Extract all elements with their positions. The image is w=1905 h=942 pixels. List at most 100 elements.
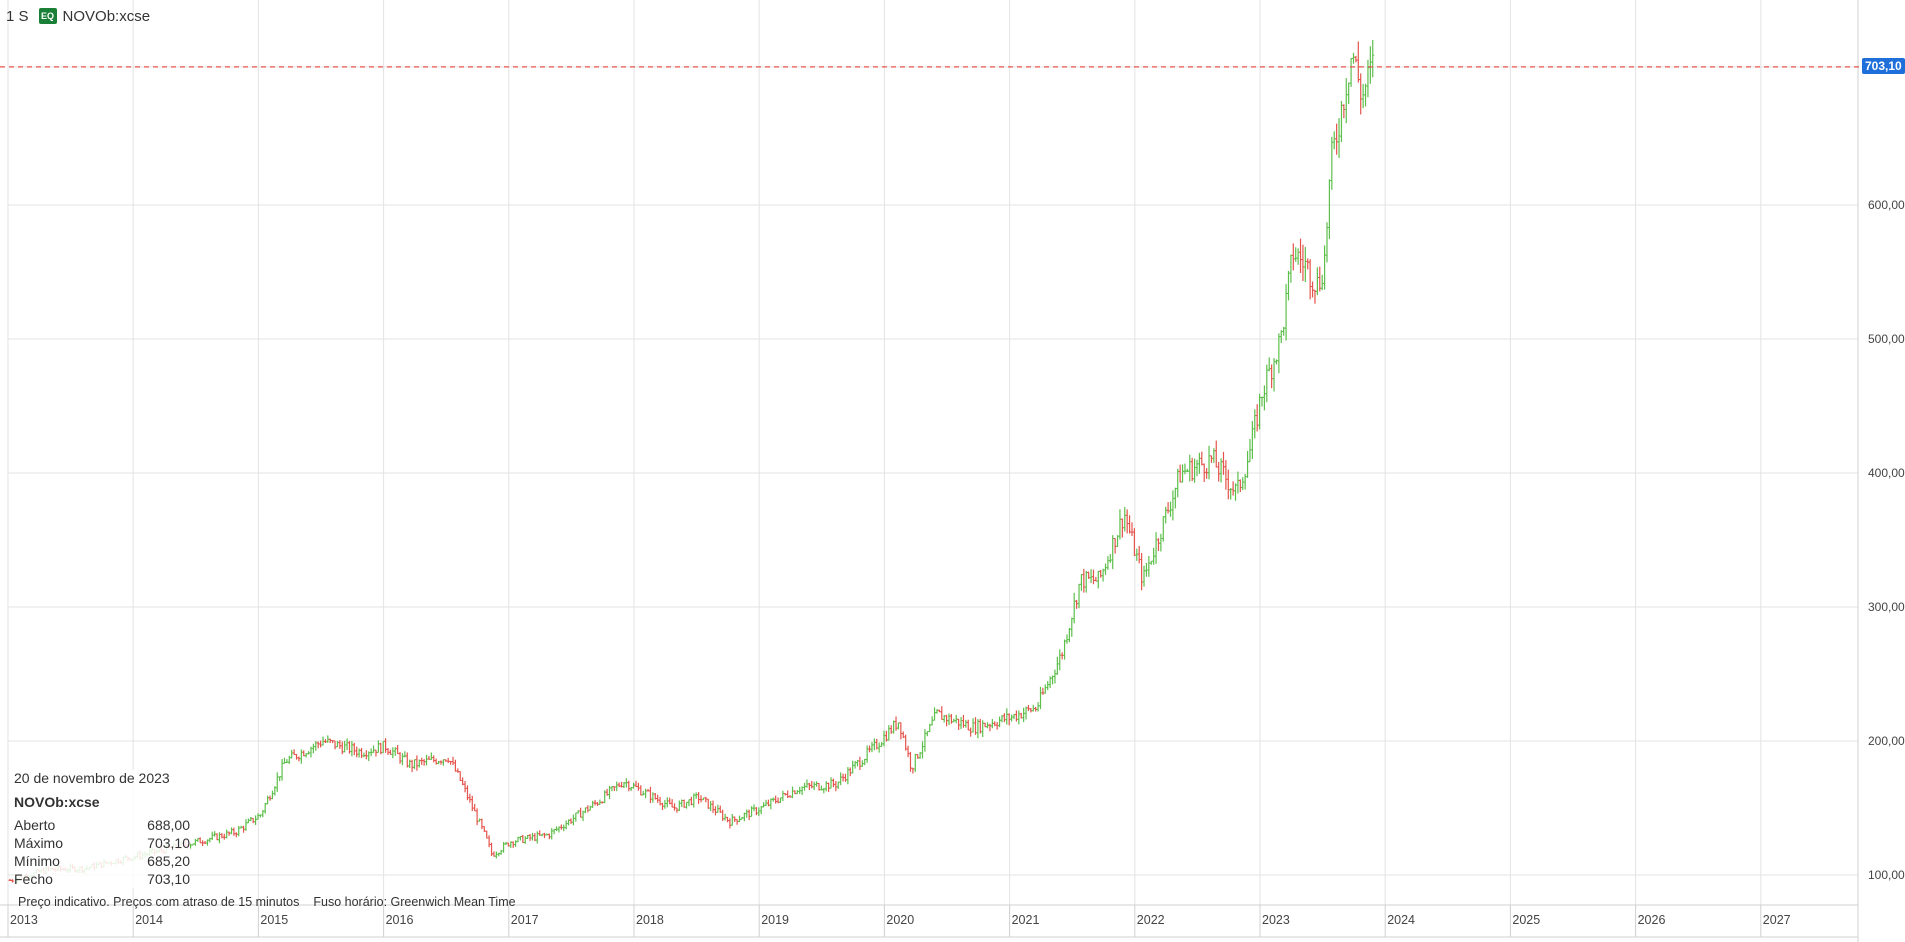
ohlc-bar xyxy=(432,755,436,763)
ohlc-bar xyxy=(530,832,534,841)
ohlc-bar xyxy=(1005,708,1009,725)
ohlc-bar xyxy=(1096,570,1100,589)
y-tick-label: 100,00 xyxy=(1868,868,1905,882)
ohlc-bar xyxy=(569,818,573,824)
ohlc-bar xyxy=(415,755,419,771)
ohlc-bar xyxy=(227,831,231,836)
label-open: Aberto xyxy=(14,817,56,833)
ohlc-bar xyxy=(1010,714,1014,722)
ohlc-bar xyxy=(1108,553,1112,563)
info-date: 20 de novembro de 2023 xyxy=(14,770,170,786)
ohlc-bar xyxy=(543,832,547,839)
ohlc-bar xyxy=(807,782,811,790)
ohlc-bar xyxy=(410,759,414,773)
interval-selector[interactable]: 1 S xyxy=(6,7,29,25)
ohlc-bar xyxy=(713,806,717,816)
ohlc-bar xyxy=(1038,686,1042,710)
ohlc-bar xyxy=(468,793,472,803)
ohlc-bar xyxy=(906,745,910,758)
ohlc-bar xyxy=(360,747,364,758)
ohlc-bar xyxy=(1024,706,1028,720)
x-tick-label: 2022 xyxy=(1137,913,1165,927)
ohlc-bar xyxy=(791,786,794,799)
ohlc-bar xyxy=(1229,488,1233,500)
ohlc-bar xyxy=(470,795,474,812)
ohlc-bar xyxy=(1347,82,1351,105)
ohlc-bar xyxy=(1234,483,1238,501)
ohlc-bar xyxy=(781,790,785,802)
ohlc-bar xyxy=(391,747,395,759)
value-high: 703,10 xyxy=(147,835,190,851)
ohlc-bar xyxy=(1036,702,1040,712)
ohlc-bar xyxy=(311,743,315,754)
ohlc-bar xyxy=(1339,100,1343,143)
x-tick-label: 2025 xyxy=(1512,913,1540,927)
ohlc-bar xyxy=(1149,560,1153,565)
x-tick-label: 2021 xyxy=(1012,913,1040,927)
ohlc-bar xyxy=(933,707,937,721)
ohlc-bar xyxy=(1190,457,1194,482)
ohlc-bar xyxy=(1022,707,1026,723)
ohlc-bar xyxy=(812,781,816,791)
ohlc-bar xyxy=(396,745,400,755)
ohlc-bar xyxy=(295,753,299,760)
ohlc-bar xyxy=(386,747,390,755)
y-tick-label: 400,00 xyxy=(1868,466,1905,480)
ohlc-bar xyxy=(1046,681,1050,691)
ohlc-bar xyxy=(824,781,828,792)
y-tick-label: 200,00 xyxy=(1868,734,1905,748)
ohlc-bar xyxy=(699,795,703,803)
ohlc-bar xyxy=(1173,487,1177,509)
ohlc-bar xyxy=(1125,509,1129,534)
ohlc-bar xyxy=(940,706,944,720)
ohlc-bar xyxy=(1364,83,1368,107)
info-row-open: Aberto 688,00 xyxy=(14,816,190,834)
ohlc-bar xyxy=(473,804,477,812)
ohlc-bar xyxy=(778,797,782,803)
x-tick-label: 2018 xyxy=(636,913,664,927)
ohlc-bar xyxy=(709,801,713,812)
ohlc-bar xyxy=(882,730,886,747)
ohlc-bar xyxy=(290,749,294,759)
ohlc-bar xyxy=(923,729,927,752)
ohlc-bar xyxy=(230,827,234,835)
ohlc-bar xyxy=(921,741,925,759)
ohlc-bar xyxy=(251,817,255,824)
ohlc-bar xyxy=(420,757,424,765)
symbol-label[interactable]: EQ NOVOb:xcse xyxy=(38,8,150,25)
ohlc-bar xyxy=(1303,247,1307,282)
ohlc-bar xyxy=(971,718,975,733)
ohlc-bar xyxy=(1250,420,1254,459)
ohlc-bar xyxy=(316,741,320,749)
ohlc-bar xyxy=(1101,568,1105,582)
ohlc-bar xyxy=(663,800,667,809)
ohlc-bar xyxy=(270,790,274,800)
label-low: Mínimo xyxy=(14,853,60,869)
ohlc-bar xyxy=(1272,358,1276,392)
ohlc-bar xyxy=(1132,528,1136,556)
ohlc-bar xyxy=(853,760,857,769)
ohlc-bar xyxy=(1128,515,1132,534)
ohlc-bar xyxy=(1270,364,1274,389)
ohlc-bar xyxy=(1197,452,1201,474)
ohlc-bar xyxy=(1306,258,1310,270)
ohlc-bar xyxy=(1299,238,1303,274)
ohlc-bar xyxy=(959,716,963,730)
ohlc-bar xyxy=(639,785,643,796)
ohlc-bar xyxy=(287,755,291,764)
ohlc-bar xyxy=(1123,507,1127,532)
ohlc-bar xyxy=(425,754,429,766)
ohlc-bar xyxy=(429,752,433,760)
label-close: Fecho xyxy=(14,871,53,887)
ohlc-bar xyxy=(827,782,831,792)
ohlc-bar xyxy=(559,824,563,830)
ohlc-bar xyxy=(1082,568,1086,593)
ohlc-bar xyxy=(904,734,908,751)
x-tick-label: 2017 xyxy=(511,913,539,927)
ohlc-bar xyxy=(1181,464,1185,483)
info-row-high: Máximo 703,10 xyxy=(14,834,190,852)
ohlc-bar xyxy=(579,807,583,818)
ohlc-bar xyxy=(381,740,385,754)
ohlc-bar xyxy=(1116,535,1120,547)
